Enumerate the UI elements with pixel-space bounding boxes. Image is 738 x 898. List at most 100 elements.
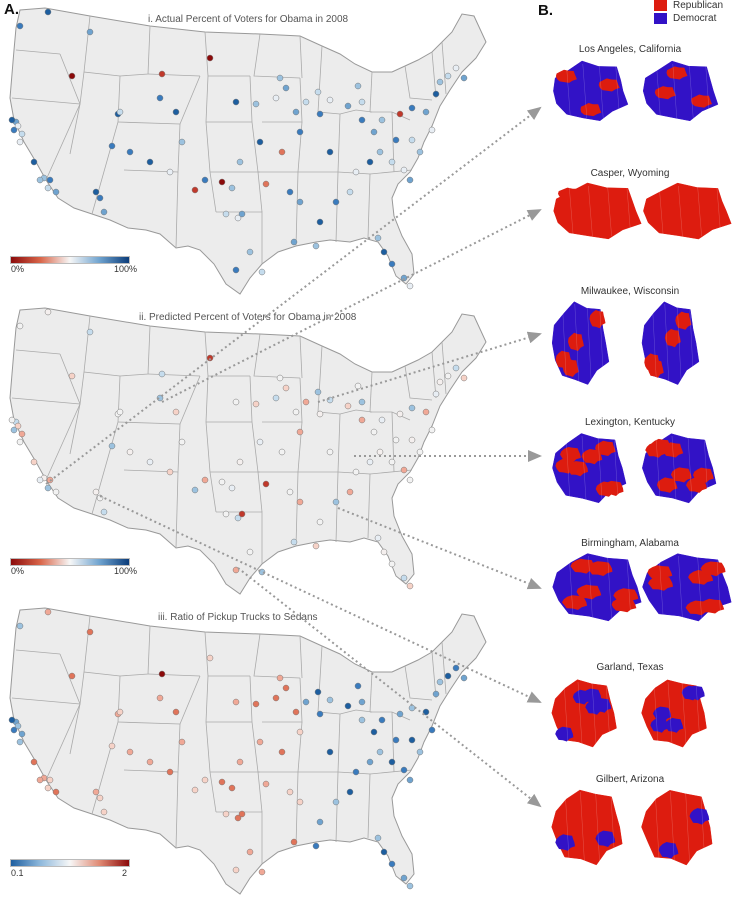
precinct-line xyxy=(670,791,675,863)
city-precinct-patch xyxy=(688,570,714,585)
city-title-casper: Casper, Wyoming xyxy=(590,168,670,179)
state-border xyxy=(369,71,373,113)
city-marker xyxy=(262,480,270,488)
precinct-line xyxy=(654,791,660,863)
city-marker xyxy=(358,416,366,424)
city-marker xyxy=(126,148,134,156)
precinct-line xyxy=(705,63,710,119)
city-map xyxy=(641,301,700,385)
city-base xyxy=(643,182,732,240)
city-marker xyxy=(16,738,24,746)
city-marker xyxy=(116,408,124,416)
city-marker xyxy=(302,698,310,706)
precinct-line xyxy=(695,681,701,745)
city-marker xyxy=(218,778,226,786)
city-marker xyxy=(452,664,460,672)
precinct-line xyxy=(656,63,661,119)
city-marker xyxy=(400,766,408,774)
city-marker xyxy=(100,508,108,516)
city-base xyxy=(551,301,610,385)
city-precinct-patch xyxy=(595,440,616,456)
city-marker xyxy=(8,416,16,424)
city-marker xyxy=(388,758,396,766)
state-border xyxy=(431,51,437,99)
city-precinct-patch xyxy=(555,834,575,851)
city-marker xyxy=(296,198,304,206)
city-marker xyxy=(10,726,18,734)
city-marker xyxy=(366,158,374,166)
city-map xyxy=(552,433,627,504)
city-marker xyxy=(18,430,26,438)
city-marker xyxy=(172,108,180,116)
city-marker xyxy=(326,696,334,704)
city-marker xyxy=(354,682,362,690)
precinct-line xyxy=(697,555,702,619)
precinct-line xyxy=(588,555,593,619)
precinct-line xyxy=(574,303,580,383)
city-marker xyxy=(46,476,54,484)
city-marker xyxy=(96,194,104,202)
city-marker xyxy=(296,798,304,806)
city-precinct-patch xyxy=(670,467,692,483)
city-marker xyxy=(326,96,334,104)
city-marker xyxy=(290,838,298,846)
city-marker xyxy=(256,138,264,146)
city-precinct-patch xyxy=(693,467,714,483)
city-marker xyxy=(166,768,174,776)
city-marker xyxy=(370,728,378,736)
city-precinct-patch xyxy=(562,358,579,377)
city-marker xyxy=(16,438,24,446)
city-marker xyxy=(358,698,366,706)
city-marker xyxy=(316,818,324,826)
precinct-line xyxy=(615,63,620,119)
city-marker xyxy=(14,122,22,130)
city-marker xyxy=(232,866,240,874)
city-map xyxy=(642,553,732,622)
colorbar-1-min: 0% xyxy=(11,264,25,274)
city-marker xyxy=(30,158,38,166)
city-marker xyxy=(380,248,388,256)
city-map xyxy=(551,789,623,866)
city-marker xyxy=(460,374,468,382)
city-title-gilbert: Gilbert, Arizona xyxy=(595,774,665,785)
city-precinct-patch xyxy=(644,353,661,372)
city-precinct-patch xyxy=(686,685,705,701)
city-map xyxy=(553,182,642,240)
precinct-line xyxy=(566,63,571,119)
city-marker xyxy=(296,498,304,506)
precinct-line xyxy=(588,185,593,237)
city-marker xyxy=(201,176,209,184)
city-marker xyxy=(92,188,100,196)
city-marker xyxy=(346,188,354,196)
city-marker xyxy=(444,72,452,80)
city-precinct-patch xyxy=(656,477,678,493)
precinct-line xyxy=(700,791,706,863)
city-marker xyxy=(272,94,280,102)
city-precinct-patch xyxy=(666,66,688,80)
precinct-line xyxy=(595,791,600,863)
city-marker xyxy=(92,788,100,796)
city-precinct-patch xyxy=(664,329,681,348)
city-precinct-patch xyxy=(691,94,712,108)
state-border xyxy=(147,73,201,77)
city-marker xyxy=(232,566,240,574)
state-border xyxy=(175,771,179,849)
city-title-los-angeles: Los Angeles, California xyxy=(578,44,682,55)
precinct-line xyxy=(689,303,694,383)
city-marker xyxy=(108,742,116,750)
precinct-line xyxy=(678,555,683,619)
city-marker xyxy=(344,702,352,710)
city-marker xyxy=(366,758,374,766)
city-marker xyxy=(432,390,440,398)
city-marker xyxy=(68,72,76,80)
city-marker xyxy=(352,168,360,176)
city-marker xyxy=(166,468,174,476)
republican-swatch xyxy=(654,0,667,11)
city-marker xyxy=(444,672,452,680)
city-title-lexington: Lexington, Kentucky xyxy=(584,417,676,428)
city-precinct-patch xyxy=(650,438,672,455)
precinct-line xyxy=(688,63,694,119)
city-marker xyxy=(278,748,286,756)
city-precinct-patch xyxy=(681,685,700,701)
city-marker xyxy=(378,116,386,124)
